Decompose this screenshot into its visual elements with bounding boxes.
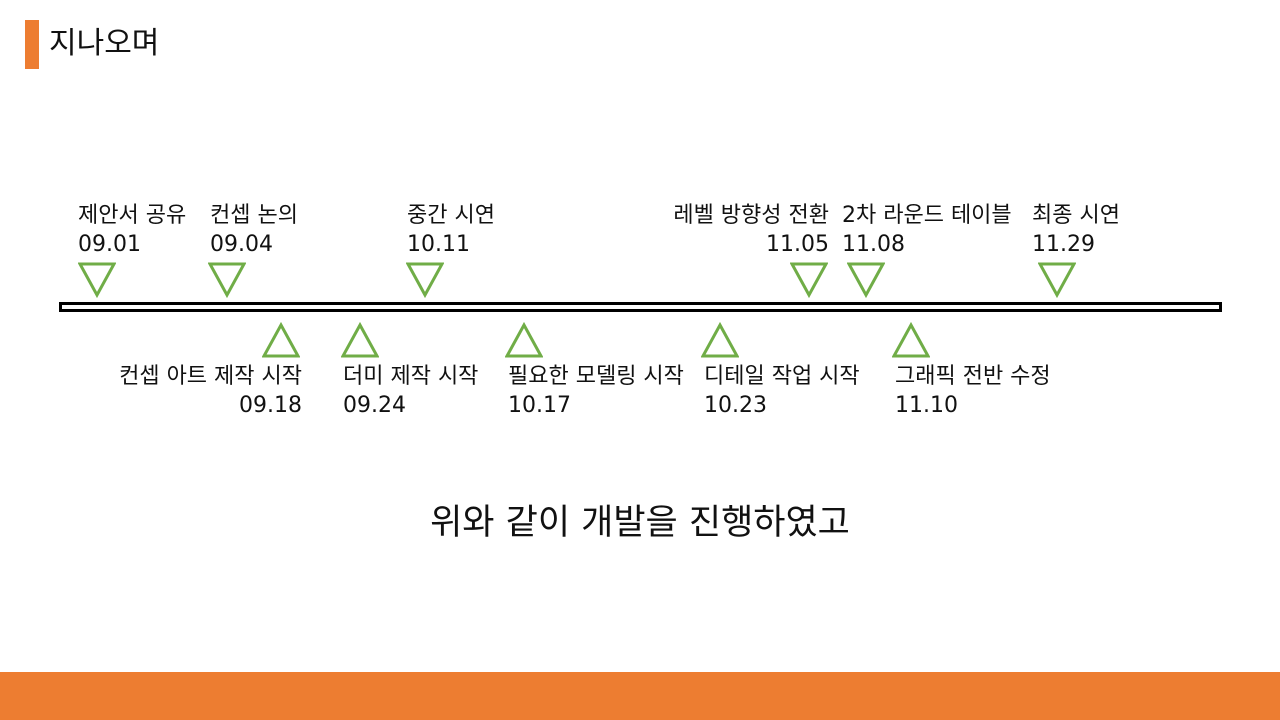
event-date: 10.17 <box>508 393 571 418</box>
slide-title: 지나오며 <box>49 26 160 61</box>
down-triangle-marker <box>847 262 885 298</box>
summary-text: 위와 같이 개발을 진행하였고 <box>430 503 850 543</box>
up-triangle-marker <box>262 322 300 358</box>
event-name: 중간 시연 <box>407 203 495 228</box>
down-triangle-marker <box>406 262 444 298</box>
up-triangle-marker <box>892 322 930 358</box>
event-label-upper: 레벨 방향성 전환 11.05 <box>640 201 829 259</box>
timeline-line <box>59 302 1222 312</box>
down-triangle-marker <box>208 262 246 298</box>
event-date: 11.05 <box>766 232 829 257</box>
event-label-upper: 제안서 공유 09.01 <box>78 201 186 259</box>
event-date: 10.11 <box>407 232 470 257</box>
event-label-upper: 컨셉 논의 09.04 <box>210 201 298 259</box>
event-name: 컨셉 아트 제작 시작 <box>119 364 302 389</box>
event-name: 필요한 모델링 시작 <box>508 364 684 389</box>
title-accent-bar <box>25 20 39 69</box>
event-date: 10.23 <box>704 393 767 418</box>
event-label-upper: 중간 시연 10.11 <box>407 201 495 259</box>
event-name: 레벨 방향성 전환 <box>673 203 829 228</box>
event-name: 더미 제작 시작 <box>343 364 479 389</box>
event-date: 09.01 <box>78 232 141 257</box>
event-date: 09.24 <box>343 393 406 418</box>
footer-band <box>0 672 1280 720</box>
event-date: 09.18 <box>239 393 302 418</box>
down-triangle-marker <box>1038 262 1076 298</box>
event-date: 11.10 <box>895 393 958 418</box>
event-date: 09.04 <box>210 232 273 257</box>
up-triangle-marker <box>505 322 543 358</box>
event-name: 제안서 공유 <box>78 203 187 228</box>
event-name: 디테일 작업 시작 <box>704 364 860 389</box>
event-label-lower: 컨셉 아트 제작 시작 09.18 <box>92 362 302 420</box>
event-label-upper: 최종 시연 11.29 <box>1032 201 1120 259</box>
up-triangle-marker <box>701 322 739 358</box>
event-name: 2차 라운드 테이블 <box>842 203 1012 228</box>
event-label-lower: 필요한 모델링 시작 10.17 <box>508 362 684 420</box>
event-name: 최종 시연 <box>1032 203 1120 228</box>
up-triangle-marker <box>341 322 379 358</box>
event-label-lower: 디테일 작업 시작 10.23 <box>704 362 860 420</box>
event-date: 11.08 <box>842 232 905 257</box>
event-name: 컨셉 논의 <box>210 203 298 228</box>
event-date: 11.29 <box>1032 232 1095 257</box>
down-triangle-marker <box>78 262 116 298</box>
event-label-lower: 그래픽 전반 수정 11.10 <box>895 362 1051 420</box>
event-label-lower: 더미 제작 시작 09.24 <box>343 362 478 420</box>
event-name: 그래픽 전반 수정 <box>895 364 1051 389</box>
event-label-upper: 2차 라운드 테이블 11.08 <box>842 201 1012 259</box>
down-triangle-marker <box>790 262 828 298</box>
